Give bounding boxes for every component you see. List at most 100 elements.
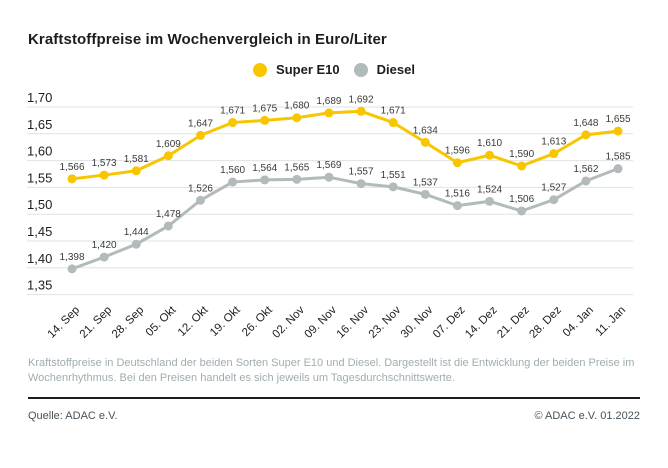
- data-point-diesel: [163, 221, 173, 231]
- data-label-diesel: 1,565: [284, 162, 309, 173]
- x-tick-label: 28. Dez: [527, 304, 564, 341]
- x-tick-label: 14. Dez: [463, 304, 500, 341]
- data-point-diesel: [131, 239, 141, 249]
- legend-dot-diesel-icon: [353, 62, 368, 77]
- x-tick-label: 30. Nov: [399, 304, 436, 341]
- legend-label-super-e10: Super E10: [276, 62, 340, 77]
- x-tick-label: 28. Sep: [110, 304, 147, 341]
- y-tick-label: 1,60: [27, 144, 52, 159]
- data-point-super-e10: [163, 151, 173, 161]
- x-tick-label: 02. Nov: [270, 304, 307, 341]
- data-label-diesel: 1,560: [220, 165, 245, 176]
- data-point-super-e10: [420, 137, 430, 147]
- x-tick-label: 21. Dez: [495, 304, 532, 341]
- data-point-diesel: [195, 195, 205, 205]
- line-super-e10: [71, 109, 619, 181]
- x-tick-label: 14. Sep: [46, 304, 83, 341]
- data-label-super-e10: 1,648: [573, 118, 598, 129]
- y-tick-label: 1,45: [27, 224, 52, 239]
- chart-title: Kraftstoffpreise im Wochenvergleich in E…: [28, 31, 387, 48]
- data-label-super-e10: 1,596: [445, 146, 470, 157]
- x-tick-label: 04. Jan: [561, 304, 596, 339]
- footer: Quelle: ADAC e.V. © ADAC e.V. 01.2022: [28, 410, 640, 422]
- data-label-super-e10: 1,671: [381, 106, 406, 117]
- legend-dot-super-e10-icon: [253, 62, 268, 77]
- data-point-super-e10: [131, 166, 141, 176]
- data-label-super-e10: 1,609: [156, 139, 181, 150]
- data-point-diesel: [356, 179, 366, 189]
- y-tick-label: 1,70: [27, 90, 52, 105]
- data-label-super-e10: 1,590: [509, 149, 534, 160]
- data-point-diesel: [388, 182, 398, 192]
- legend-label-diesel: Diesel: [376, 62, 415, 77]
- x-tick-label: 19. Okt: [208, 304, 243, 339]
- data-label-diesel: 1,506: [509, 194, 534, 205]
- x-tick-label: 07. Dez: [431, 304, 468, 341]
- source-credit: Quelle: ADAC e.V.: [28, 410, 118, 422]
- data-point-diesel: [67, 264, 77, 274]
- data-point-super-e10: [195, 130, 205, 140]
- data-label-super-e10: 1,634: [413, 125, 438, 136]
- data-label-diesel: 1,569: [316, 160, 341, 171]
- x-tick-label: 16. Nov: [335, 304, 372, 341]
- data-point-super-e10: [485, 150, 495, 160]
- data-point-diesel: [581, 176, 591, 186]
- data-label-super-e10: 1,675: [252, 103, 277, 114]
- data-label-diesel: 1,516: [445, 189, 470, 200]
- data-point-super-e10: [613, 126, 623, 136]
- data-label-super-e10: 1,671: [220, 106, 245, 117]
- data-point-super-e10: [260, 115, 270, 125]
- footnote-line-1: Kraftstoffpreise in Deutschland der beid…: [28, 357, 635, 369]
- x-tick-label: 12. Okt: [176, 304, 211, 339]
- data-point-super-e10: [517, 161, 527, 171]
- data-label-super-e10: 1,610: [477, 138, 502, 149]
- chart-legend: Super E10 Diesel: [0, 62, 668, 77]
- y-tick-label: 1,55: [27, 170, 52, 185]
- data-point-diesel: [613, 164, 623, 174]
- data-point-super-e10: [228, 118, 238, 128]
- data-label-diesel: 1,420: [92, 240, 117, 251]
- data-label-diesel: 1,537: [413, 177, 438, 188]
- copyright-notice: © ADAC e.V. 01.2022: [534, 410, 640, 422]
- x-tick-label: 21. Sep: [78, 304, 115, 341]
- x-tick-label: 23. Nov: [367, 304, 404, 341]
- data-label-super-e10: 1,647: [188, 118, 213, 129]
- data-point-diesel: [452, 201, 462, 211]
- y-tick-label: 1,50: [27, 197, 52, 212]
- data-label-diesel: 1,524: [477, 184, 502, 195]
- data-label-super-e10: 1,581: [124, 154, 149, 165]
- line-diesel: [71, 167, 619, 271]
- x-tick-label: 05. Okt: [144, 304, 179, 339]
- data-point-super-e10: [67, 174, 77, 184]
- data-label-super-e10: 1,566: [59, 162, 84, 173]
- data-label-diesel: 1,527: [541, 183, 566, 194]
- x-tick-label: 11. Jan: [594, 304, 629, 339]
- data-label-super-e10: 1,573: [92, 158, 117, 169]
- data-label-diesel: 1,557: [349, 167, 374, 178]
- y-tick-label: 1,35: [27, 278, 52, 293]
- data-label-super-e10: 1,680: [284, 101, 309, 112]
- y-tick-label: 1,65: [27, 117, 52, 132]
- data-point-super-e10: [581, 130, 591, 140]
- data-label-diesel: 1,444: [124, 227, 149, 238]
- data-point-super-e10: [99, 170, 109, 180]
- data-label-super-e10: 1,689: [316, 96, 341, 107]
- data-point-super-e10: [292, 113, 302, 123]
- legend-item-super-e10: Super E10: [253, 62, 340, 77]
- data-point-diesel: [420, 189, 430, 199]
- data-label-diesel: 1,585: [605, 152, 630, 163]
- data-label-diesel: 1,526: [188, 183, 213, 194]
- data-point-super-e10: [549, 149, 559, 159]
- data-label-diesel: 1,562: [573, 164, 598, 175]
- footer-divider: [28, 397, 640, 399]
- data-point-super-e10: [452, 158, 462, 168]
- data-label-super-e10: 1,692: [349, 94, 374, 105]
- data-label-diesel: 1,564: [252, 163, 277, 174]
- data-label-diesel: 1,478: [156, 209, 181, 220]
- data-point-diesel: [485, 196, 495, 206]
- data-point-diesel: [99, 252, 109, 262]
- data-label-super-e10: 1,655: [605, 114, 630, 125]
- data-point-diesel: [517, 206, 527, 216]
